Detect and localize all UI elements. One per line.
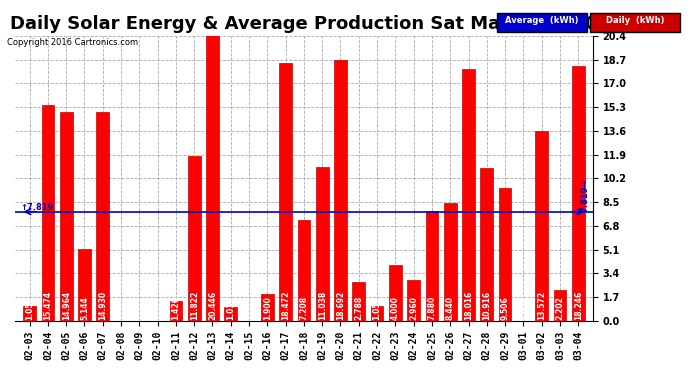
Bar [261, 294, 274, 321]
Text: 11.822: 11.822 [190, 290, 199, 320]
Text: 7.208: 7.208 [299, 296, 308, 320]
Text: 18.472: 18.472 [281, 290, 290, 320]
Text: 1.010: 1.010 [226, 296, 235, 320]
Bar [41, 105, 55, 321]
Text: 18.692: 18.692 [336, 290, 345, 320]
Text: Daily  (kWh): Daily (kWh) [606, 16, 664, 25]
Bar [353, 282, 365, 321]
Text: 13.572: 13.572 [537, 290, 546, 320]
Bar [170, 301, 182, 321]
Text: 1.058: 1.058 [25, 296, 34, 320]
Text: 7.880: 7.880 [427, 295, 437, 320]
Text: ↑7.819: ↑7.819 [21, 202, 54, 211]
Bar [60, 112, 72, 321]
Text: 1.900: 1.900 [263, 296, 272, 320]
Bar [407, 279, 420, 321]
Text: 2.202: 2.202 [555, 296, 564, 320]
Bar [389, 265, 402, 321]
Bar [444, 203, 457, 321]
Text: 10.916: 10.916 [482, 290, 491, 320]
Bar [78, 249, 91, 321]
Text: 2.788: 2.788 [354, 295, 364, 320]
Text: 7.819→: 7.819→ [580, 178, 589, 212]
Text: Copyright 2016 Cartronics.com: Copyright 2016 Cartronics.com [7, 38, 138, 47]
Bar [572, 66, 584, 321]
Text: 18.016: 18.016 [464, 290, 473, 320]
Bar [480, 168, 493, 321]
Text: 8.440: 8.440 [446, 296, 455, 320]
Text: 9.506: 9.506 [500, 296, 510, 320]
Bar [499, 188, 511, 321]
Text: Average  (kWh): Average (kWh) [505, 16, 578, 25]
Text: 15.474: 15.474 [43, 290, 52, 320]
Text: 4.000: 4.000 [391, 296, 400, 320]
Bar [462, 69, 475, 321]
Text: 14.964: 14.964 [61, 290, 70, 320]
Bar [371, 306, 384, 321]
Bar [297, 220, 310, 321]
Text: 20.446: 20.446 [208, 290, 217, 320]
Bar [188, 156, 201, 321]
Bar [279, 63, 292, 321]
Bar [553, 290, 566, 321]
Bar [206, 35, 219, 321]
Text: 1.426: 1.426 [171, 296, 180, 320]
Bar [535, 131, 548, 321]
Bar [23, 306, 36, 321]
Text: 1.052: 1.052 [373, 296, 382, 320]
Title: Daily Solar Energy & Average Production Sat Mar 5  17:30: Daily Solar Energy & Average Production … [10, 15, 598, 33]
Text: 5.144: 5.144 [80, 296, 89, 320]
Text: 14.930: 14.930 [98, 290, 107, 320]
Text: 18.246: 18.246 [573, 290, 583, 320]
Bar [334, 60, 347, 321]
Bar [426, 211, 438, 321]
Text: 0.004: 0.004 [519, 296, 528, 320]
Bar [224, 307, 237, 321]
Bar [97, 112, 109, 321]
Text: 11.038: 11.038 [317, 290, 326, 320]
Bar [316, 167, 328, 321]
Text: 2.960: 2.960 [409, 296, 418, 320]
